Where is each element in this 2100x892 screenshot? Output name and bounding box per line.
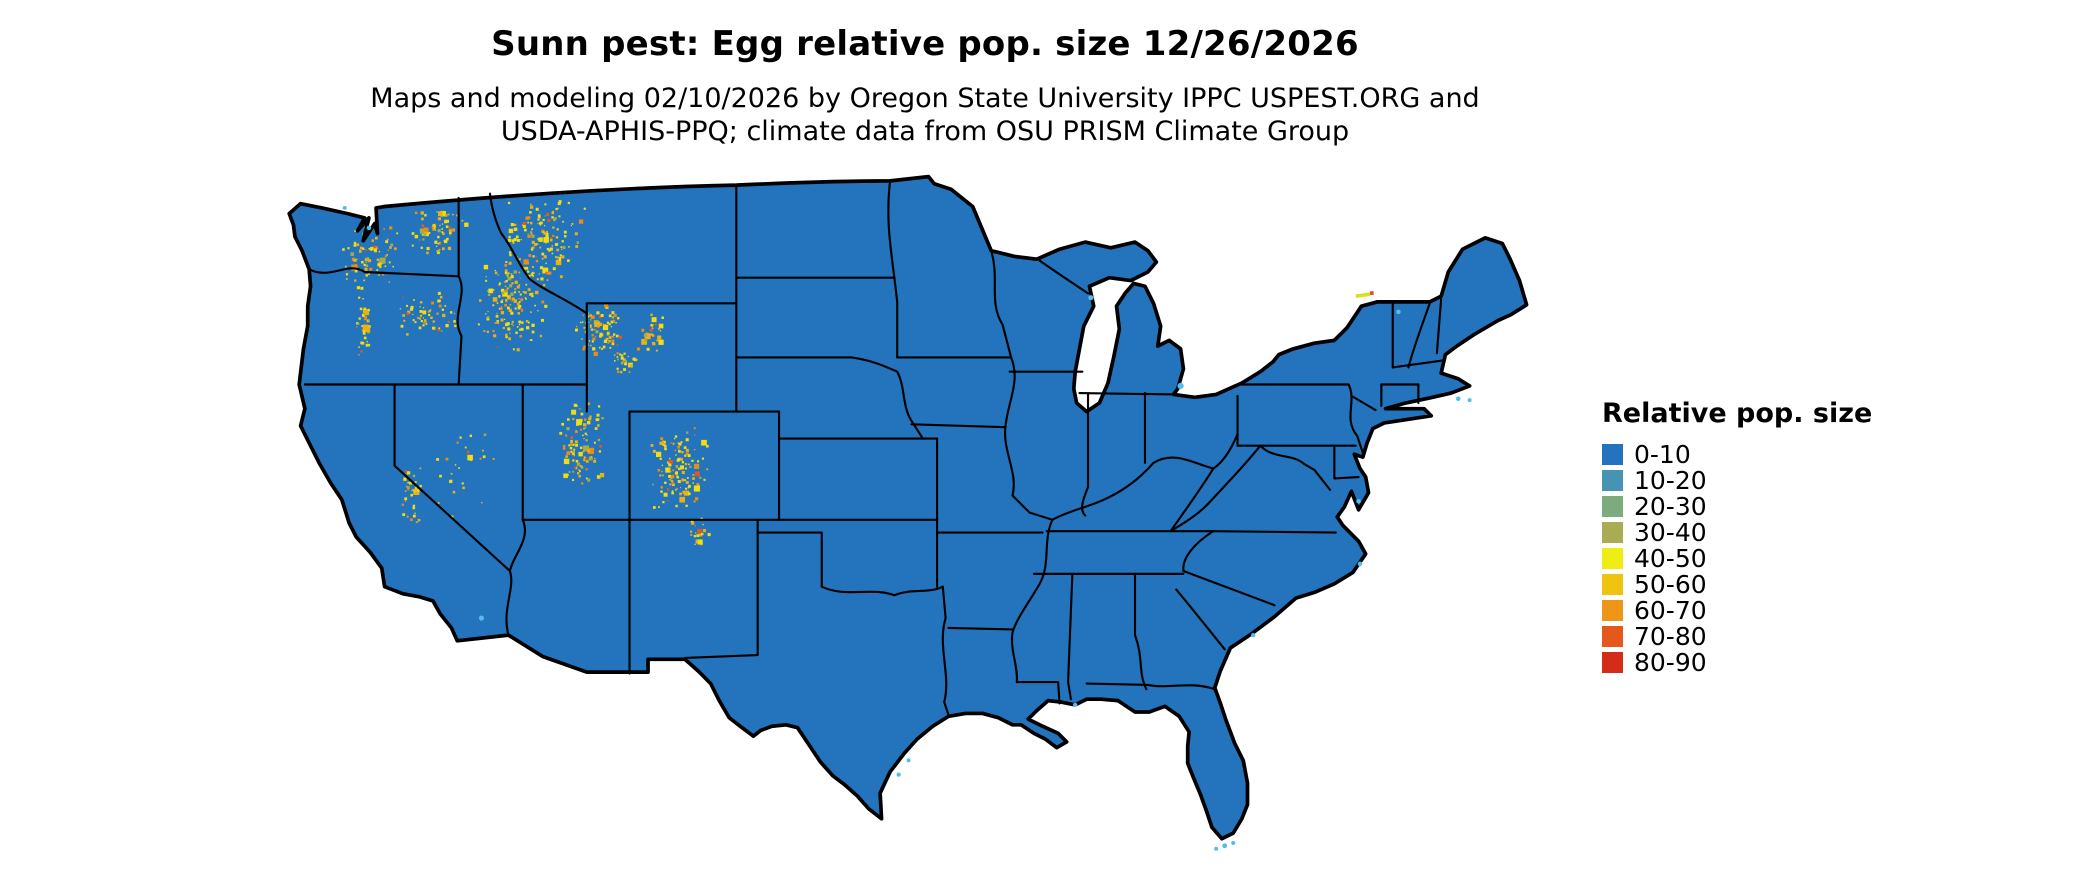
- legend-item: 20-30: [1602, 491, 1872, 521]
- legend-item: 0-10: [1602, 439, 1872, 469]
- legend-item: 60-70: [1602, 595, 1872, 625]
- legend-title: Relative pop. size: [1602, 398, 1873, 429]
- legend-label: 20-30: [1634, 491, 1707, 521]
- legend-item: 40-50: [1602, 543, 1872, 573]
- us-landmass: [289, 176, 1527, 839]
- state-borders: [303, 179, 1446, 716]
- subtitle-line-2: USDA-APHIS-PPQ; climate data from OSU PR…: [500, 116, 1350, 148]
- legend-label: 70-80: [1634, 621, 1707, 651]
- legend-swatch: [1602, 469, 1623, 491]
- legend-swatch: [1602, 599, 1623, 621]
- map-subtitle: Maps and modeling 02/10/2026 by Oregon S…: [0, 82, 1850, 148]
- legend-item: 10-20: [1602, 465, 1872, 495]
- legend-label: 0-10: [1634, 439, 1691, 469]
- canada-yellow-artifact: [1355, 291, 1374, 299]
- legend-label: 40-50: [1634, 543, 1707, 573]
- legend-items: 0-10 10-20 20-30 30-40 40-50 50-60 60-70 70-80 8…: [1602, 439, 1872, 677]
- legend-swatch: [1602, 443, 1623, 465]
- legend-item: 50-60: [1602, 569, 1872, 599]
- legend-swatch: [1602, 651, 1623, 673]
- legend-item: 30-40: [1602, 517, 1872, 547]
- map-title: Sunn pest: Egg relative pop. size 12/26/…: [491, 24, 1359, 64]
- legend-swatch: [1602, 573, 1623, 595]
- legend-label: 10-20: [1634, 465, 1707, 495]
- legend-label: 50-60: [1634, 569, 1707, 599]
- legend-swatch: [1602, 625, 1623, 647]
- coastal-pixel-artifacts: [342, 205, 1472, 851]
- legend-label: 30-40: [1634, 517, 1707, 547]
- legend-label: 80-90: [1634, 647, 1707, 677]
- legend-item: 70-80: [1602, 621, 1872, 651]
- subtitle-line-1: Maps and modeling 02/10/2026 by Oregon S…: [370, 83, 1480, 114]
- legend-swatch: [1602, 521, 1623, 543]
- legend-swatch: [1602, 547, 1623, 569]
- legend: Relative pop. size 0-10 10-20 20-30 30-40 40…: [1602, 398, 1872, 677]
- legend-item: 80-90: [1602, 647, 1872, 677]
- us-map: [265, 148, 1575, 883]
- us-map-svg: [287, 174, 1529, 851]
- legend-swatch: [1602, 495, 1623, 517]
- legend-label: 60-70: [1634, 595, 1707, 625]
